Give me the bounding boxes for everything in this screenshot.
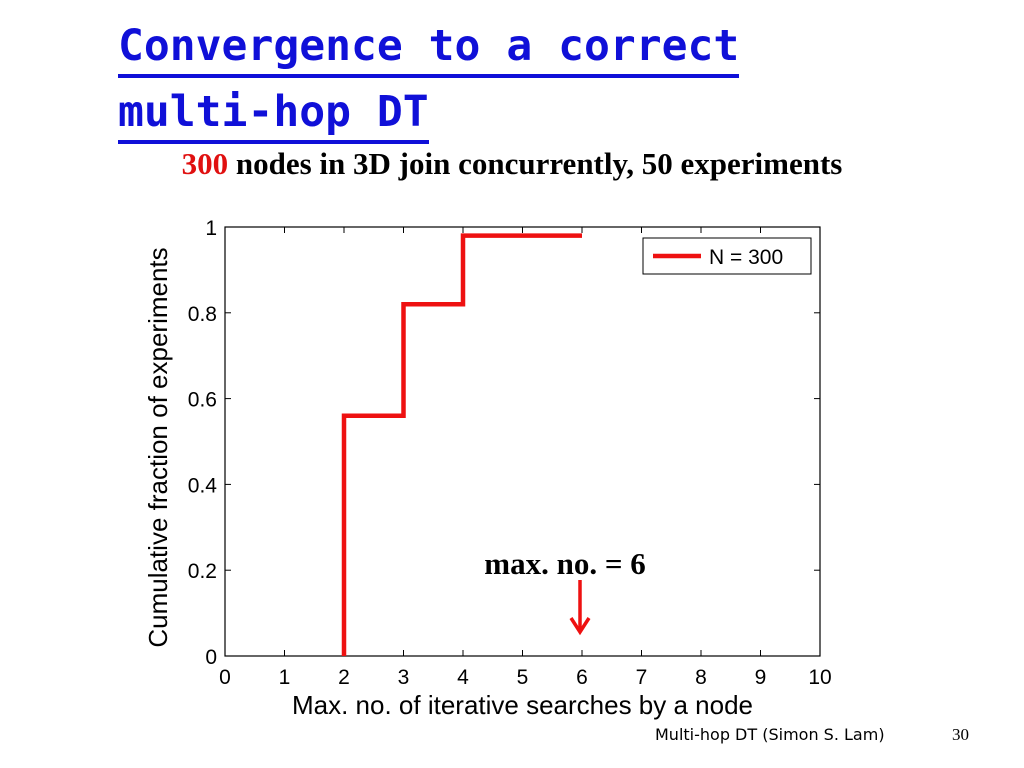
x-tick-label: 0: [219, 666, 231, 689]
y-tick-label: 1: [205, 217, 217, 240]
x-tick-label: 7: [636, 666, 648, 689]
plot-area: [224, 226, 821, 657]
footer-text: Multi-hop DT (Simon S. Lam): [655, 725, 885, 744]
annotation-text: max. no. = 6: [484, 546, 645, 581]
x-axis-label: Max. no. of iterative searches by a node: [292, 690, 753, 720]
x-tick-label: 8: [695, 666, 707, 689]
x-tick-label: 2: [338, 666, 350, 689]
y-tick-label: 0.2: [188, 560, 217, 583]
x-tick-label: 1: [279, 666, 291, 689]
page-number: 30: [952, 725, 969, 744]
y-tick-label: 0.8: [188, 303, 217, 326]
x-tick-label: 4: [457, 666, 469, 689]
x-tick-label: 6: [576, 666, 588, 689]
y-tick-label: 0: [205, 646, 217, 669]
series-line-n300: [341, 233, 582, 656]
x-tick-label: 9: [755, 666, 767, 689]
slide-title-line1: Convergence to a correct: [118, 18, 740, 78]
y-axis-label: Cumulative fraction of experiments: [143, 247, 173, 647]
y-tick-label: 0.6: [188, 389, 217, 412]
x-tick-label: 5: [517, 666, 529, 689]
y-tick-label: 0.4: [188, 474, 218, 497]
legend-label: N = 300: [709, 246, 783, 269]
slide-title-line2: multi-hop DT: [118, 84, 429, 144]
annotation-arrow-head: [569, 617, 591, 636]
slide-subtitle: 300 nodes in 3D join concurrently, 50 ex…: [0, 146, 1024, 182]
subtitle-text: nodes in 3D join concurrently, 50 experi…: [228, 146, 843, 181]
node-count: 300: [181, 146, 229, 181]
slide-title: Convergence to a correct multi-hop DT: [118, 18, 740, 150]
x-tick-label: 3: [398, 666, 410, 689]
x-tick-label: 10: [808, 666, 831, 689]
